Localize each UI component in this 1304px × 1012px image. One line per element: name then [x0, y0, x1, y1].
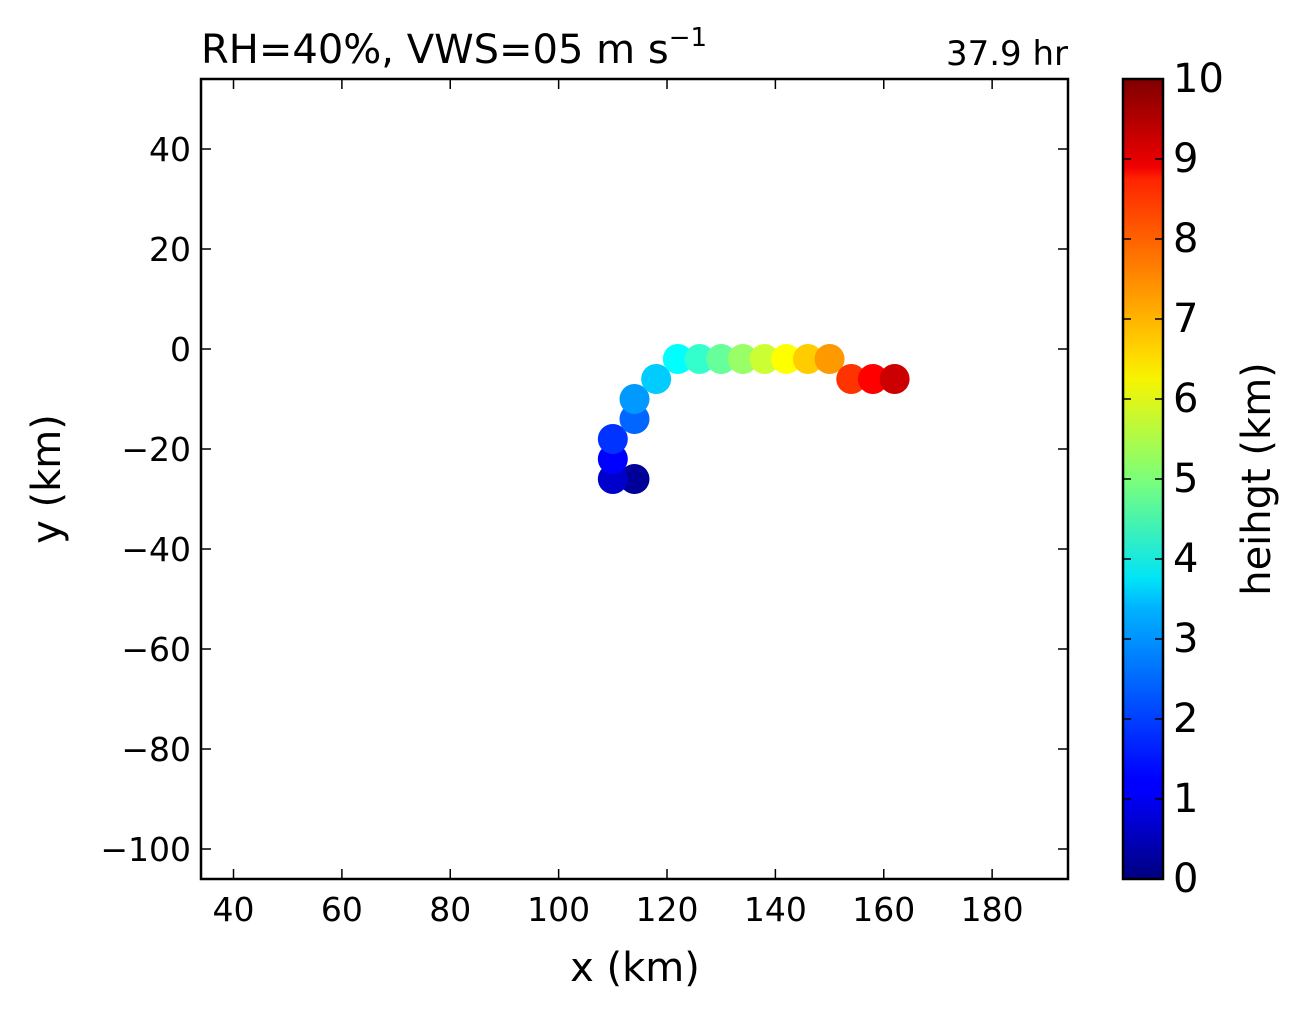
scatter-point	[814, 344, 845, 374]
scatter-point	[706, 344, 737, 374]
x-tick-label: 120	[636, 890, 699, 929]
scatter-points	[597, 344, 910, 494]
colorbar-tick-label: 2	[1173, 696, 1198, 742]
x-axis-label: x (km)	[570, 945, 700, 991]
colorbar-tick-label: 9	[1173, 136, 1198, 182]
y-tick-label: 40	[149, 130, 191, 169]
colorbar-tick-label: 1	[1173, 776, 1198, 822]
y-tick-label: 0	[170, 330, 191, 369]
x-tick-label: 100	[527, 890, 590, 929]
scatter-point	[641, 364, 672, 394]
x-tick-label: 40	[213, 890, 255, 929]
colorbar-ticks: 0 1 2 3 4 5 6 7 8 9 10	[1123, 56, 1224, 902]
scatter-point	[727, 344, 758, 374]
x-tick-label: 140	[744, 890, 807, 929]
colorbar-tick-label: 0	[1173, 856, 1198, 902]
y-tick-label: −20	[121, 430, 191, 469]
scatter-point	[597, 424, 628, 454]
plot-frame	[199, 77, 1070, 881]
scatter-point	[836, 364, 867, 394]
y-tick-label: −60	[121, 630, 191, 669]
chart-title: RH=40%, VWS=05 m s−1	[201, 23, 707, 73]
axis-ticks: 40 60 80 100 120 140 160 180 −100 −80 −60 −40 −20 0 20…	[100, 79, 1068, 929]
scatter-point	[857, 364, 888, 394]
x-tick-label: 160	[852, 890, 915, 929]
y-tick-label: 20	[149, 230, 191, 269]
colorbar-tick-label: 8	[1173, 216, 1198, 262]
colorbar-tick-label: 5	[1173, 456, 1198, 502]
colorbar-tick-label: 10	[1173, 56, 1224, 102]
colorbar-tick-label: 7	[1173, 296, 1198, 342]
y-tick-label: −100	[100, 830, 191, 869]
y-tick-label: −40	[121, 530, 191, 569]
x-tick-label: 180	[961, 890, 1024, 929]
x-tick-label: 60	[321, 890, 363, 929]
scatter-point	[792, 344, 823, 374]
scatter-point	[749, 344, 780, 374]
scatter-point	[771, 344, 802, 374]
x-tick-label: 80	[429, 890, 471, 929]
time-label: 37.9 hr	[946, 34, 1068, 74]
scatter-point	[879, 364, 910, 394]
scatter-point	[619, 384, 650, 414]
colorbar-tick-label: 6	[1173, 376, 1198, 422]
colorbar-tick-label: 4	[1173, 536, 1198, 582]
colorbar-label: heihgt (km)	[1234, 362, 1280, 596]
y-tick-label: −80	[121, 730, 191, 769]
scatter-point	[684, 344, 715, 374]
scatter-point	[662, 344, 693, 374]
y-axis-label: y (km)	[24, 414, 70, 544]
colorbar-tick-label: 3	[1173, 616, 1198, 662]
scatter-point	[619, 464, 650, 494]
